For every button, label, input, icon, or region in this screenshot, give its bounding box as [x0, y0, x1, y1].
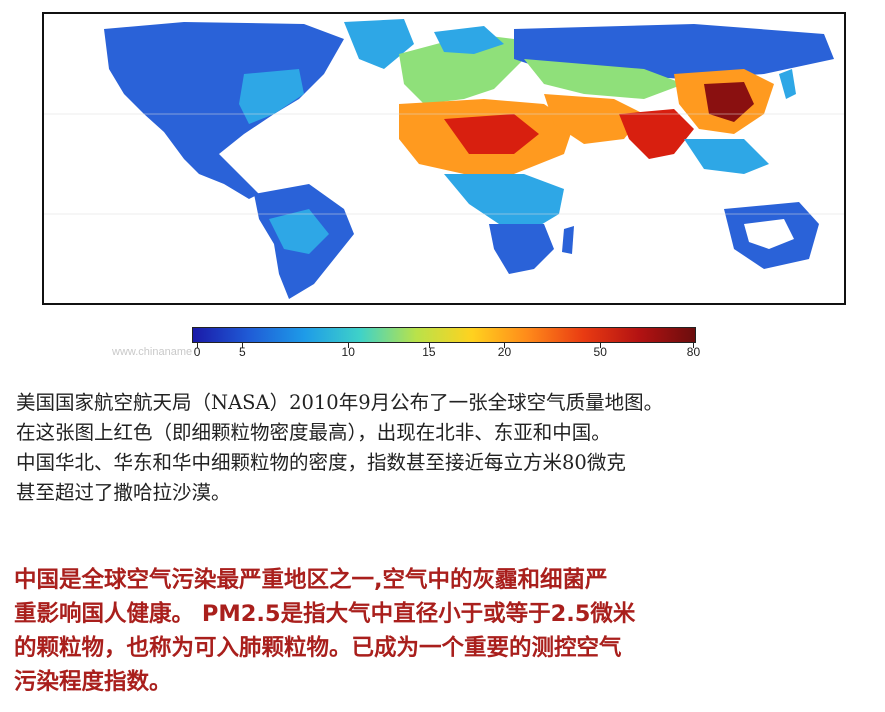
description-text: 美国国家航空航天局（NASA）2010年9月公布了一张全球空气质量地图。 在这张… [16, 391, 664, 504]
colorbar-tick-label: 80 [686, 345, 701, 359]
australia-interior [744, 219, 794, 249]
south-asia-region [619, 109, 694, 159]
colorbar-tick [504, 343, 506, 348]
colorbar-tick [428, 343, 430, 348]
greenland-region [344, 19, 414, 69]
colorbar-tick [242, 343, 244, 348]
europe-region [399, 34, 524, 104]
central-africa-region [444, 174, 564, 229]
world-pm25-map [42, 12, 846, 305]
madagascar-region [562, 226, 574, 254]
highlight-text: 中国是全球空气污染最严重地区之一,空气中的灰霾和细菌严 重影响国人健康。 PM2… [14, 567, 636, 695]
colorbar-tick-label: 10 [341, 345, 355, 359]
colorbar-tick-label: 5 [239, 345, 246, 359]
world-map-graphic [44, 19, 844, 299]
north-america-east [239, 69, 304, 124]
central-asia-region [524, 59, 684, 99]
pm25-colorbar [192, 327, 696, 343]
central-america-region [184, 154, 259, 199]
south-africa-region [489, 224, 554, 274]
colorbar-tick [600, 343, 602, 348]
colorbar-tick [348, 343, 350, 348]
colorbar-tick [693, 343, 695, 348]
middle-east-region [544, 94, 644, 144]
china-hotspot [704, 82, 754, 122]
north-america-region [104, 22, 344, 164]
colorbar-tick-label: 15 [422, 345, 436, 359]
colorbar-tick-label: 50 [593, 345, 607, 359]
colorbar-tick [197, 343, 199, 348]
south-america-central [269, 209, 329, 254]
colorbar-tick-label: 20 [497, 345, 512, 359]
sahara-hotspot [444, 114, 539, 154]
watermark-text: www.chinaname [112, 346, 193, 358]
europe-north [434, 26, 504, 54]
colorbar-tick-label: 0 [193, 345, 201, 359]
southeast-asia-region [684, 139, 769, 174]
japan-region [779, 69, 796, 99]
